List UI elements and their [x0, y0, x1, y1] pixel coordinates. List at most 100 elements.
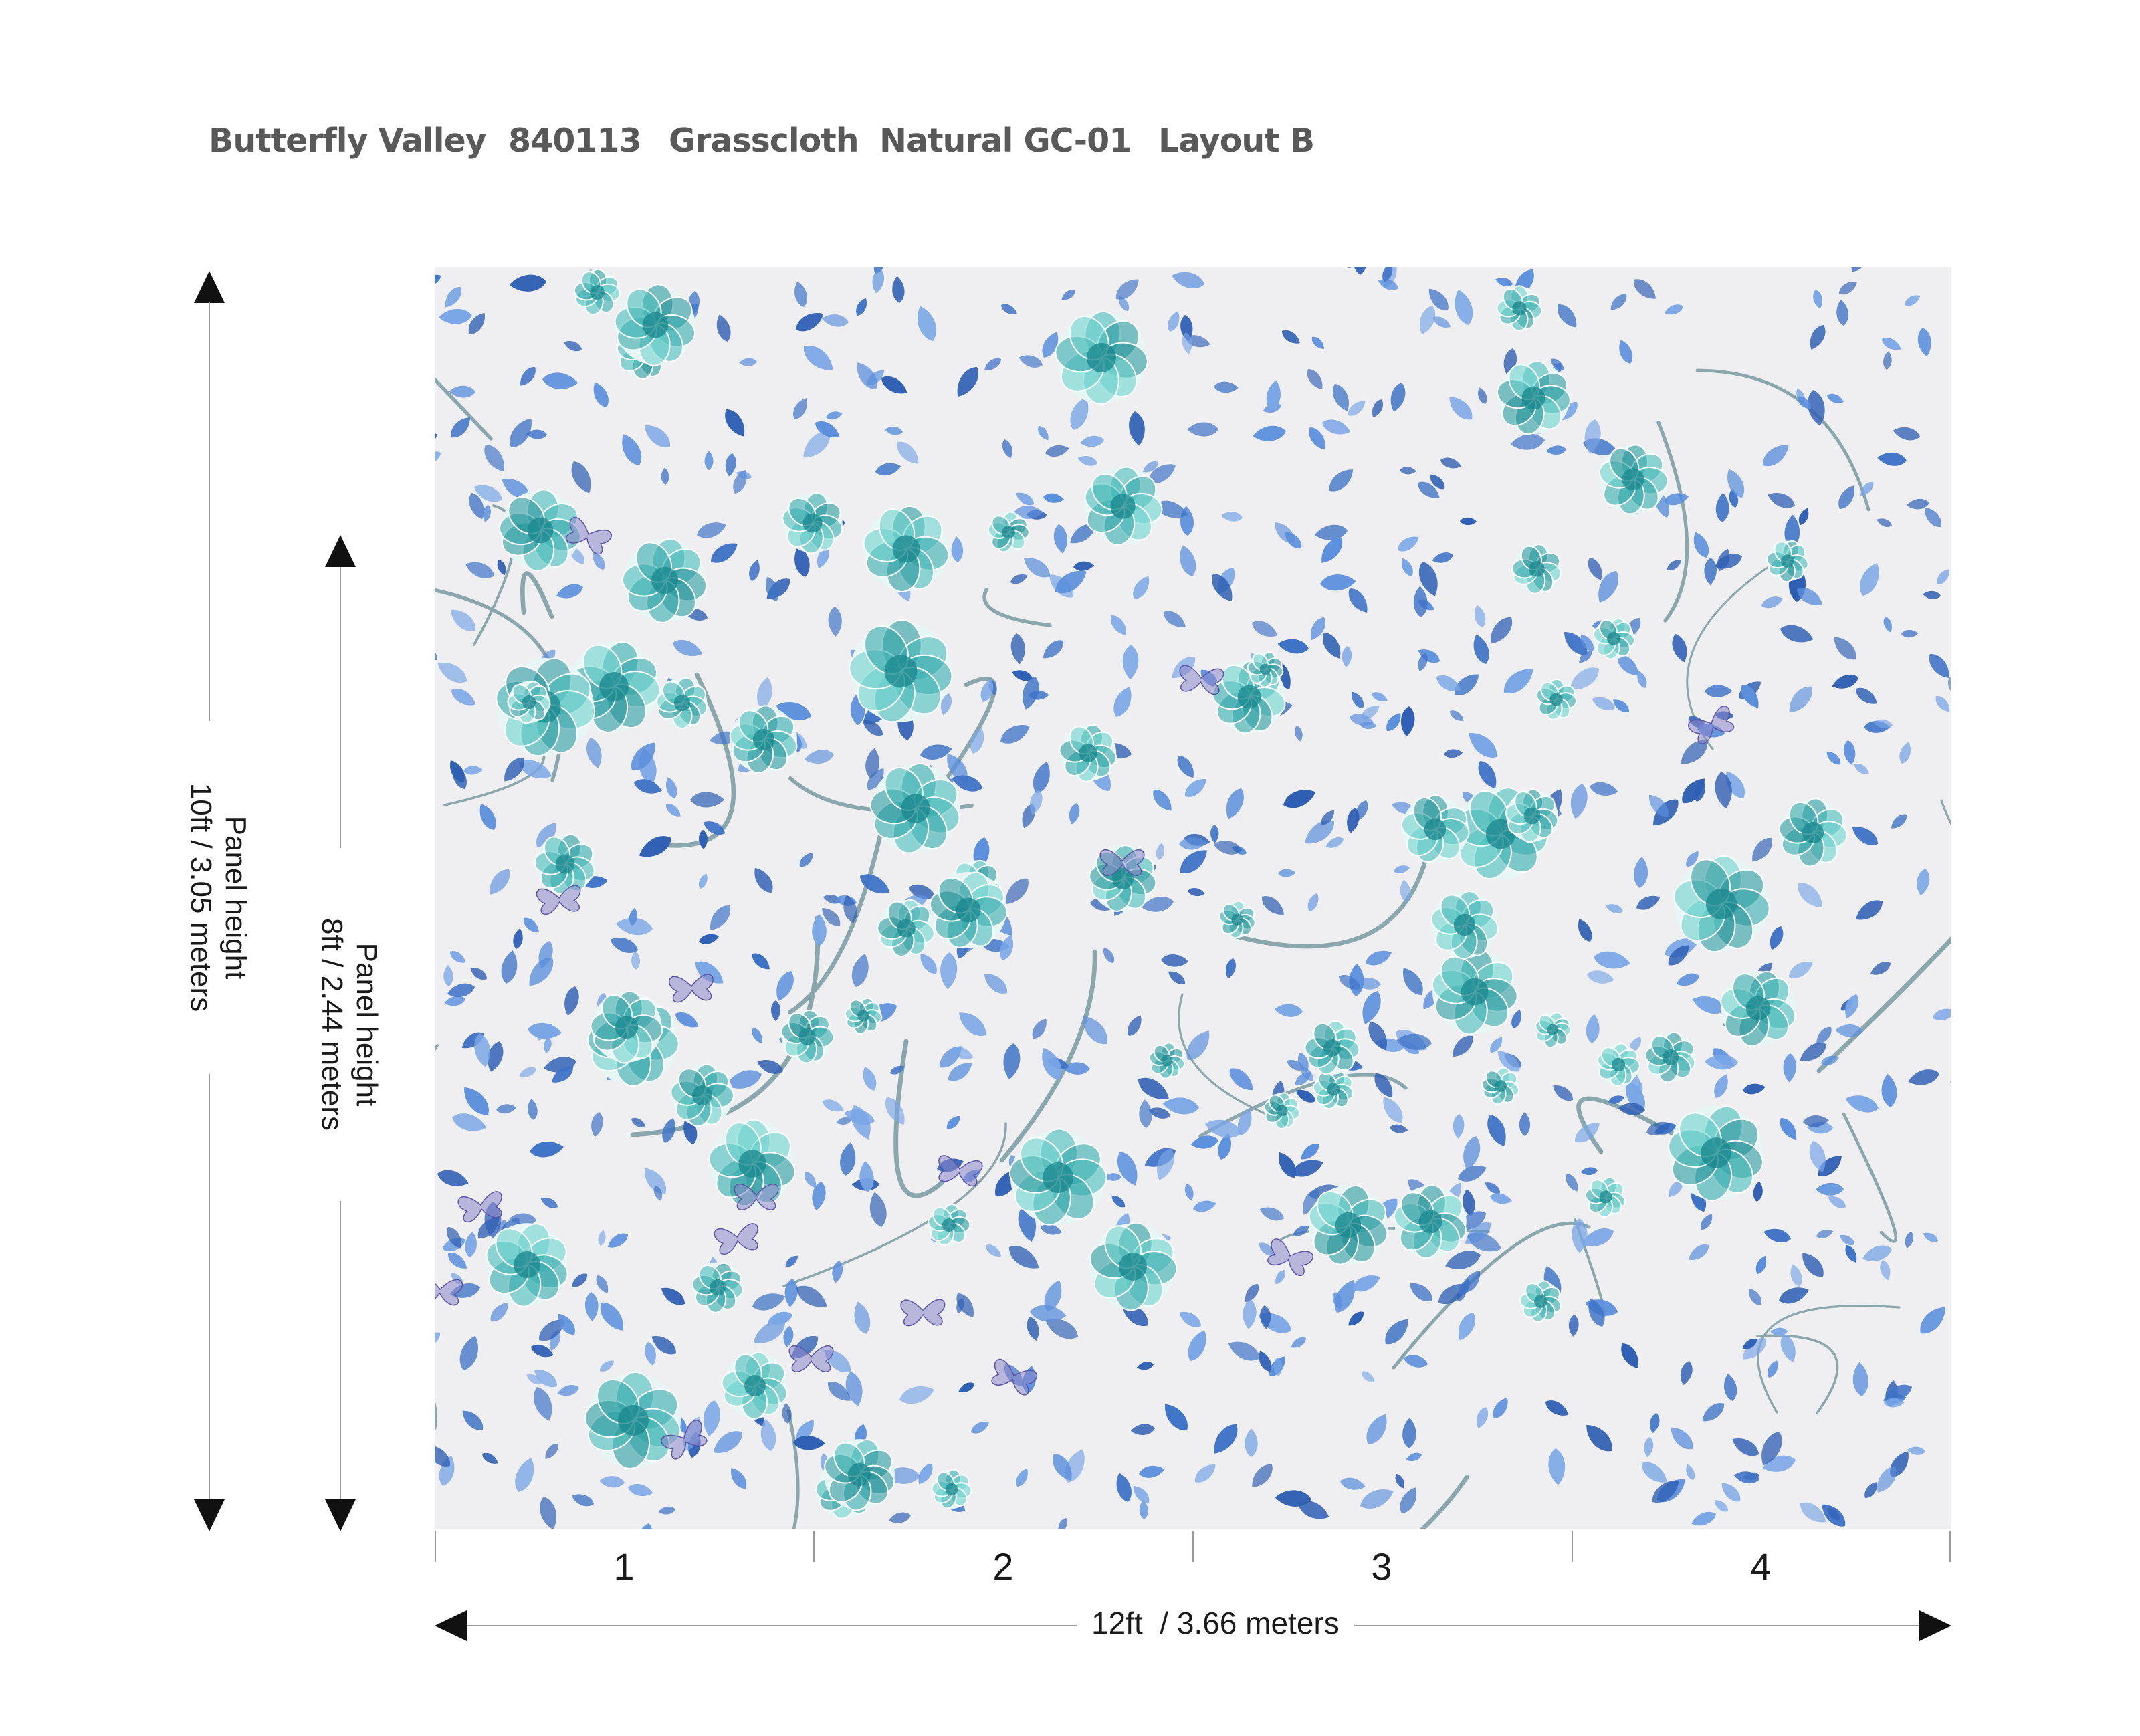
leaf	[1001, 304, 1017, 314]
leaf	[1950, 1074, 1951, 1085]
butterfly-icon	[991, 1358, 1037, 1396]
leaf	[1402, 558, 1413, 576]
leaf	[637, 1523, 653, 1529]
outer-height-label-box: Panel height 10ft / 3.05 meters	[183, 721, 253, 1074]
leaf	[1061, 290, 1076, 300]
leaf	[1372, 692, 1388, 701]
leaf	[1693, 532, 1709, 558]
leaf	[1816, 1229, 1834, 1238]
leaf	[1590, 782, 1618, 796]
leaf	[634, 779, 662, 794]
leaf	[1827, 1507, 1840, 1521]
leaf	[1382, 267, 1393, 282]
leaf	[1352, 691, 1364, 709]
flower	[928, 1204, 971, 1246]
butterfly-icon	[457, 1191, 502, 1223]
leaf	[752, 1028, 762, 1044]
leaf	[1445, 1251, 1481, 1269]
leaf	[591, 1112, 603, 1137]
leaf	[1340, 1477, 1366, 1490]
leaf	[1463, 1188, 1475, 1216]
leaf	[1044, 1280, 1062, 1311]
leaf	[1714, 1500, 1729, 1512]
leaf	[1053, 524, 1067, 554]
leaf	[1605, 904, 1623, 913]
leaf	[564, 340, 582, 352]
butterfly-icon	[734, 1184, 779, 1210]
leaf	[1768, 493, 1795, 508]
leaf	[845, 1372, 863, 1406]
leaf	[794, 281, 807, 307]
leaf	[1572, 1218, 1588, 1253]
leaf	[645, 1342, 656, 1366]
leaf	[826, 411, 843, 420]
flower	[1496, 360, 1571, 435]
leaf	[1839, 1234, 1854, 1245]
leaf	[970, 727, 984, 754]
leaf	[1732, 1438, 1759, 1456]
vine	[893, 1039, 945, 1198]
leaf	[1723, 1374, 1737, 1401]
leaf	[1184, 1184, 1194, 1201]
leaf	[465, 562, 494, 578]
leaf	[1503, 669, 1533, 694]
leaf	[1119, 296, 1130, 311]
vine	[999, 949, 1097, 1163]
leaf	[469, 493, 484, 520]
leaf	[1228, 1341, 1260, 1361]
leaf	[832, 1261, 843, 1283]
leaf	[1194, 1464, 1216, 1483]
leaf	[1570, 667, 1600, 690]
leaf	[1455, 289, 1473, 325]
leaf	[823, 895, 841, 904]
leaf	[843, 895, 857, 923]
leaf	[1444, 749, 1463, 758]
leaf	[1821, 1055, 1840, 1065]
leaf	[1385, 1319, 1408, 1345]
leaf	[484, 444, 504, 472]
wallpaper-panel	[435, 267, 1951, 1529]
leaf	[1839, 282, 1857, 295]
leaf	[1704, 558, 1717, 586]
leaf	[1557, 304, 1577, 328]
panel-tick	[813, 1531, 815, 1562]
flower	[1312, 1069, 1354, 1110]
leaf	[447, 1227, 461, 1249]
leaf	[1907, 1446, 1925, 1455]
butterfly-icon	[435, 1277, 463, 1306]
vine	[1392, 1221, 1591, 1370]
leaf	[538, 941, 553, 969]
leaf	[1755, 1255, 1767, 1274]
leaf	[1652, 1480, 1679, 1503]
leaf	[1851, 267, 1868, 272]
leaf	[1111, 1195, 1126, 1208]
vine	[435, 376, 493, 441]
leaf	[863, 1067, 877, 1091]
leaf	[658, 1506, 675, 1515]
leaf	[1402, 1418, 1416, 1448]
leaf	[1024, 558, 1051, 578]
leaf	[1485, 1182, 1501, 1194]
leaf	[631, 1117, 646, 1128]
leaf	[941, 693, 952, 716]
flower	[1247, 651, 1284, 688]
leaf	[1800, 1502, 1826, 1523]
leaf	[661, 1287, 685, 1305]
leaf	[1845, 1095, 1879, 1113]
flower	[1009, 1128, 1107, 1226]
leaf	[596, 1275, 609, 1293]
leaf	[523, 917, 539, 933]
leaf	[631, 950, 641, 970]
leaf	[805, 1172, 817, 1188]
leaf	[435, 433, 437, 445]
leaf	[1644, 1437, 1654, 1458]
leaf	[1278, 869, 1296, 877]
leaf	[873, 267, 885, 274]
leaf	[1582, 1228, 1614, 1246]
leaf	[1780, 1117, 1796, 1140]
up-arrow-icon	[194, 271, 225, 303]
leaf	[793, 1436, 825, 1450]
leaf	[1122, 645, 1139, 680]
leaf	[812, 1182, 826, 1210]
leaf	[776, 971, 794, 1001]
